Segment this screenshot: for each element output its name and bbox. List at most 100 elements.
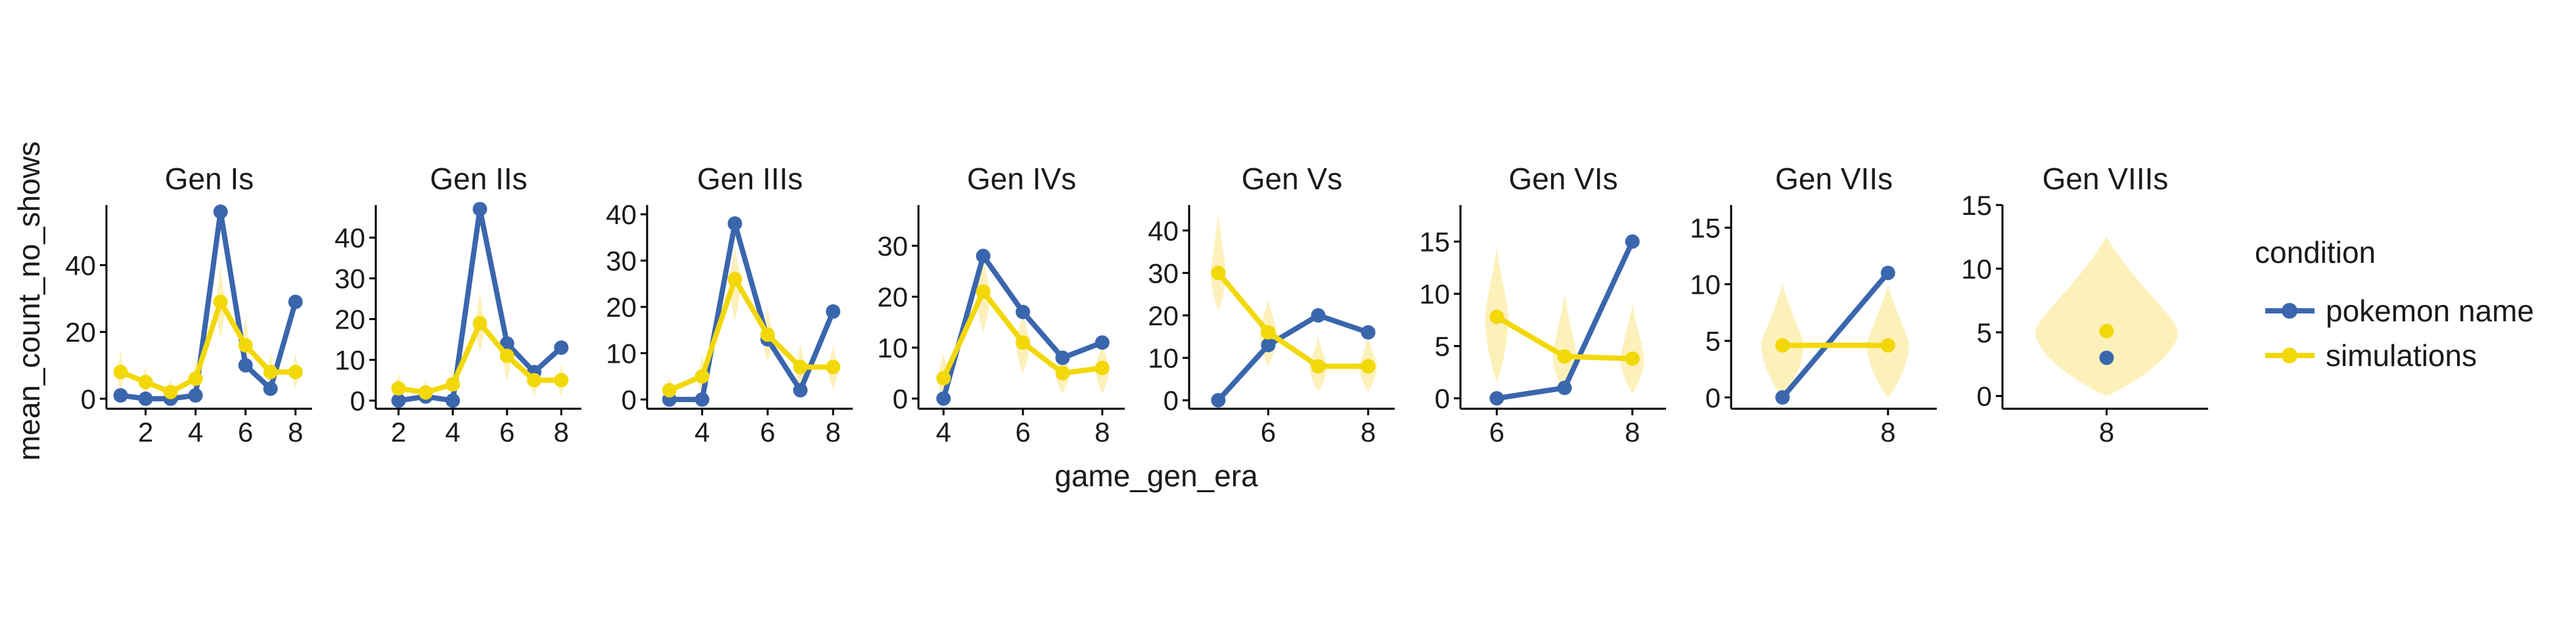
panel-gen-viiis: Gen VIIIs 0 5 10 15 8 <box>1961 162 2208 448</box>
panel-gen-is-x-tick-label: 4 <box>188 417 203 448</box>
legend-key-point-simulations <box>2282 348 2297 363</box>
panel-gen-is-series-pokemon-name-point <box>188 388 203 403</box>
panel-gen-ivs-x-tick-label: 4 <box>936 417 951 448</box>
panel-gen-viis-y-tick-label: 0 <box>1706 382 1721 413</box>
panel-gen-vs-y-tick-label: 40 <box>1148 216 1179 246</box>
panel-gen-is-series-pokemon-name-point <box>213 204 228 219</box>
panel-gen-ivs-series-pokemon-name-point <box>1016 304 1030 319</box>
panel-gen-iis-series-simulations-point <box>554 373 569 388</box>
panel-gen-vis-y-tick-label: 10 <box>1419 279 1450 310</box>
panel-gen-ivs-x-tick-label: 6 <box>1015 417 1030 448</box>
panel-gen-iis-x-tick-label: 8 <box>554 417 569 448</box>
panel-gen-vs-y-tick-label: 0 <box>1164 385 1179 416</box>
panel-gen-vs-y-tick-label: 30 <box>1148 258 1179 288</box>
panel-gen-ivs-series-pokemon-name-point <box>1095 335 1110 350</box>
panel-gen-is-y-tick-label: 40 <box>65 250 96 281</box>
panel-gen-iis-series-pokemon-name-point <box>554 340 569 355</box>
panel-gen-vis: Gen VIs 0 5 10 15 6 8 <box>1419 162 1666 448</box>
panel-gen-vs-violin-x5 <box>1211 213 1226 311</box>
panel-gen-viiis-x-tick-label: 8 <box>2099 417 2114 448</box>
panel-gen-viis-series-simulations-point <box>1775 338 1790 353</box>
panel-gen-ivs-y-tick-label: 30 <box>877 231 908 262</box>
panel-gen-iis-y-tick-label: 0 <box>350 386 365 417</box>
panel-gen-vis-series-simulations-point <box>1489 310 1504 325</box>
panel-gen-vs-series-pokemon-name-point <box>1361 325 1376 340</box>
panel-gen-is-series-simulations-point <box>188 371 203 386</box>
panel-gen-viiis-violin-x8 <box>2035 237 2178 396</box>
panel-gen-viis-y-tick-label: 5 <box>1706 326 1721 357</box>
panel-gen-viis: Gen VIIs 0 5 10 15 8 <box>1690 162 1937 448</box>
panel-gen-ivs-y-tick-label: 20 <box>877 282 908 313</box>
panel-gen-ivs-series-simulations-point <box>1055 365 1070 380</box>
panel-gen-vs-x-tick-label: 8 <box>1361 417 1376 448</box>
panel-gen-iis-series-simulations-point <box>499 348 514 363</box>
legend-label-pokemon-name: pokemon name <box>2326 294 2534 328</box>
panel-gen-iiis-y-tick-label: 10 <box>606 338 637 369</box>
panel-gen-iis-series-pokemon-name-point <box>391 393 406 408</box>
panel-gen-is-series-pokemon-name-point <box>238 357 253 373</box>
panel-gen-is-series-simulations-point <box>238 338 253 353</box>
panel-gen-vis-series-simulations-point <box>1625 351 1640 366</box>
panel-gen-vs-series-simulations-point <box>1261 325 1276 340</box>
panel-gen-ivs-series-pokemon-name-point <box>976 248 991 264</box>
panel-gen-viis-series-simulations-point <box>1880 338 1895 353</box>
panel-gen-is-x-tick-label: 8 <box>288 417 303 448</box>
panel-gen-viis-title: Gen VIIs <box>1775 162 1893 196</box>
panel-gen-is-series-simulations-point <box>288 365 303 380</box>
legend-key-point-pokemon-name <box>2282 303 2297 319</box>
panel-gen-vs-x-tick-label: 6 <box>1261 417 1276 448</box>
panel-gen-vis-y-tick-label: 5 <box>1435 331 1450 362</box>
panel-gen-vs: Gen Vs 0 10 20 30 40 6 8 <box>1148 162 1395 448</box>
panel-gen-iis-title: Gen IIs <box>430 162 527 196</box>
panel-gen-vis-series-pokemon-name-point <box>1557 380 1572 396</box>
panel-gen-is-x-tick-label: 6 <box>238 417 253 448</box>
panel-gen-vis-y-tick-label: 15 <box>1419 227 1450 258</box>
panel-gen-iiis-series-simulations-point <box>662 382 677 398</box>
panel-gen-vis-title: Gen VIs <box>1508 162 1617 196</box>
y-axis-label: mean_count_no_shows <box>12 141 46 461</box>
legend-entry-simulations: simulations <box>2265 338 2477 373</box>
panel-gen-iiis-series-pokemon-name-point <box>793 382 808 398</box>
panel-gen-viis-series-pokemon-name-line <box>1780 271 1890 400</box>
panel-gen-iis-x-tick-label: 2 <box>391 417 406 448</box>
panel-gen-iiis-series-simulations-point <box>727 271 742 287</box>
panel-gen-vis-violin-x8 <box>1620 304 1644 394</box>
panel-gen-iis: Gen IIs 0 10 20 30 40 2 4 6 8 <box>334 162 581 448</box>
panel-gen-iis-series-simulations-point <box>527 373 542 388</box>
panel-gen-is-title: Gen Is <box>165 162 254 196</box>
panel-gen-ivs-series-simulations-point <box>1016 335 1030 350</box>
panel-gen-iis-series-simulations-point <box>418 385 433 400</box>
panel-gen-is-series-pokemon-name-point <box>263 381 278 396</box>
panel-gen-is-x-tick-label: 2 <box>138 417 153 448</box>
panel-gen-iiis-y-tick-label: 40 <box>606 199 637 230</box>
panel-gen-ivs-series-pokemon-name-point <box>1055 350 1070 365</box>
panel-gen-ivs: Gen IVs 0 10 20 30 4 6 8 <box>877 162 1125 448</box>
legend: condition pokemon name simulations <box>2255 235 2534 373</box>
panel-gen-iiis-x-tick-label: 4 <box>694 417 710 448</box>
panel-gen-iiis-series-simulations-point <box>793 359 808 375</box>
panel-gen-vs-series-pokemon-name-point <box>1211 393 1226 408</box>
panel-gen-iis-series-pokemon-name-point <box>445 393 461 408</box>
panel-gen-vis-x-tick-label: 6 <box>1489 417 1504 448</box>
panel-gen-iis-y-tick-label: 20 <box>334 304 365 335</box>
panel-gen-is-series-simulations-point <box>213 294 228 310</box>
panel-gen-iiis-series-pokemon-name-point <box>727 216 742 231</box>
panel-gen-ivs-series-simulations-point <box>976 284 991 299</box>
x-axis-label: game_gen_era <box>1054 459 1258 493</box>
panel-gen-is-series-simulations-point <box>138 375 153 390</box>
panel-gen-viiis-title: Gen VIIIs <box>2043 162 2169 196</box>
panel-gen-iiis-series-simulations-point <box>826 359 841 375</box>
panel-gen-ivs-y-tick-label: 10 <box>877 333 908 363</box>
panel-gen-iiis-series-pokemon-name-point <box>826 304 841 319</box>
panel-gen-vs-series-pokemon-name-point <box>1311 308 1326 323</box>
panel-gen-vs-series-simulations-line <box>1216 271 1368 369</box>
panel-gen-iis-y-tick-label: 10 <box>334 345 365 376</box>
panel-gen-ivs-series-pokemon-name-point <box>936 391 951 406</box>
panel-gen-iiis-x-tick-label: 6 <box>760 417 775 448</box>
panel-gen-viis-series-pokemon-name-point <box>1775 390 1790 405</box>
panel-gen-ivs-y-tick-label: 0 <box>893 384 908 415</box>
panel-gen-vs-series-pokemon-name-point <box>1261 338 1276 353</box>
panel-gen-is-series-simulations-point <box>263 365 278 380</box>
panel-gen-viiis-series-simulations-point <box>2099 323 2114 338</box>
